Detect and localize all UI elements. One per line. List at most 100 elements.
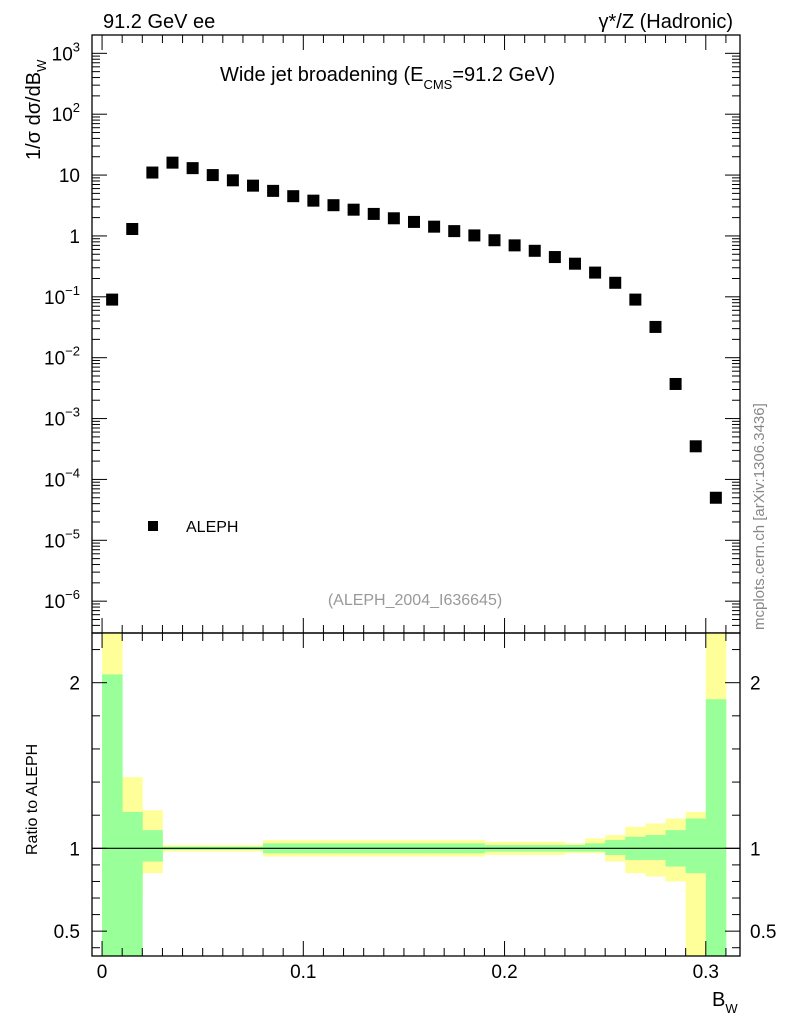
x-tick-label: 0.3	[693, 962, 719, 983]
ratio-plot-panel: 2 2 1 1 0.5 0.5 0 0.1 0.2 0.3 Ratio to ALEPH BW	[24, 632, 776, 1016]
main-y-axis-label-subscript: W	[34, 59, 49, 72]
main-y-tick-label-exponent: −1	[65, 283, 80, 298]
data-point	[106, 293, 119, 306]
x-tick-label: 0	[97, 962, 108, 983]
x-tick-label: 0.1	[290, 962, 316, 983]
data-point	[629, 293, 642, 306]
ratio-uncertainty-bands	[102, 633, 727, 956]
data-point	[367, 207, 380, 220]
data-point	[246, 179, 259, 192]
ratio-y-tick-label-right: 1	[750, 839, 761, 860]
header-right: γ*/Z (Hadronic)	[599, 11, 733, 33]
data-point	[488, 234, 501, 247]
ratio-y-axis-label: Ratio to ALEPH	[24, 744, 41, 855]
main-title-end: =91.2 GeV)	[452, 64, 555, 86]
data-point	[649, 320, 662, 333]
main-y-tick-label-exponent: 3	[73, 39, 80, 54]
main-y-tick-label-base: 10	[44, 592, 65, 613]
data-point	[347, 203, 360, 216]
data-point	[287, 190, 300, 203]
main-y-tick-label-base: 10	[52, 105, 73, 126]
data-point	[669, 377, 682, 390]
data-point	[468, 229, 481, 242]
main-y-tick-label: 10−4	[44, 465, 80, 491]
main-y-tick-label-base: 10	[44, 531, 65, 552]
main-y-axis-label: 1/σ dσ/dBW	[23, 59, 49, 160]
data-point	[508, 239, 521, 252]
legend-label-aleph: ALEPH	[186, 519, 238, 536]
x-axis-label-subscript: W	[725, 1001, 738, 1016]
data-point	[609, 276, 622, 289]
main-y-tick-label-exponent: 2	[73, 100, 80, 115]
main-y-tick-label: 10	[59, 166, 80, 187]
header-left: 91.2 GeV ee	[103, 11, 215, 33]
watermark: mcplots.cern.ch [arXiv:1306.3436]	[751, 403, 768, 630]
ratio-band-bin	[142, 830, 163, 862]
data-point	[568, 257, 581, 270]
data-point	[528, 244, 541, 257]
legend: ALEPH	[148, 519, 238, 536]
data-point	[448, 225, 461, 238]
main-y-tick-label-base: 1	[69, 227, 80, 248]
ratio-axis-ticks: 2 2 1 1 0.5 0.5 0 0.1 0.2 0.3	[54, 633, 776, 983]
main-y-axis-label-text: 1/σ dσ/dB	[23, 72, 45, 160]
data-point	[166, 156, 179, 169]
data-point	[206, 169, 219, 182]
ratio-band-bin	[605, 840, 626, 855]
main-y-tick-label-base: 10	[59, 166, 80, 187]
main-y-tick-label-base: 10	[44, 470, 65, 491]
ratio-band-bin	[102, 674, 123, 956]
data-point	[226, 174, 239, 187]
main-plot-frame	[91, 34, 741, 634]
ratio-band-bin	[645, 835, 666, 860]
main-y-tick-label-base: 10	[52, 44, 73, 65]
main-y-tick-label-exponent: −4	[65, 465, 80, 480]
main-y-tick-label: 10−5	[44, 526, 80, 552]
data-point	[407, 215, 420, 228]
main-title: Wide jet broadening (ECMS=91.2 GeV)	[220, 64, 555, 92]
ratio-y-tick-label-right: 0.5	[750, 922, 776, 943]
ratio-band-bin	[685, 818, 707, 874]
ratio-plot-frame	[91, 632, 741, 957]
main-y-tick-label-base: 10	[44, 288, 65, 309]
x-axis-label-text: B	[712, 989, 725, 1011]
main-y-tick-label-exponent: −5	[65, 526, 80, 541]
main-y-tick-label: 10−1	[44, 283, 80, 309]
main-y-tick-label: 10−2	[44, 344, 80, 370]
data-point	[428, 220, 441, 233]
legend-marker-aleph	[148, 521, 158, 531]
ratio-band-bin	[585, 843, 606, 852]
main-title-text: Wide jet broadening (E	[220, 64, 423, 86]
data-point	[589, 266, 602, 279]
ratio-y-tick-label-right: 2	[750, 674, 761, 695]
data-point	[689, 440, 702, 453]
main-y-tick-label-exponent: −3	[65, 405, 80, 420]
data-point	[126, 223, 139, 236]
x-tick-label: 0.2	[491, 962, 517, 983]
main-title-subscript: CMS	[423, 77, 452, 92]
data-point	[327, 199, 340, 212]
ratio-band-bin	[705, 699, 727, 956]
ratio-y-tick-label: 0.5	[54, 922, 80, 943]
data-point	[307, 194, 320, 207]
main-y-tick-label: 1	[69, 227, 80, 248]
main-data-points	[106, 156, 722, 504]
data-point	[387, 212, 400, 225]
main-y-tick-label: 10−6	[44, 587, 80, 613]
ratio-y-tick-label: 2	[69, 674, 80, 695]
data-point	[709, 491, 722, 504]
main-y-tick-label: 103	[52, 39, 80, 65]
data-point	[267, 184, 280, 197]
data-point	[186, 162, 199, 175]
x-axis-label: BW	[712, 989, 738, 1016]
main-y-tick-label-base: 10	[44, 349, 65, 370]
main-y-tick-label-exponent: −6	[65, 587, 80, 602]
ratio-y-tick-label: 1	[69, 839, 80, 860]
data-point	[548, 251, 561, 264]
main-y-tick-label-exponent: −2	[65, 344, 80, 359]
analysis-tag: (ALEPH_2004_I636645)	[328, 592, 502, 609]
main-y-tick-label: 10−3	[44, 405, 80, 431]
